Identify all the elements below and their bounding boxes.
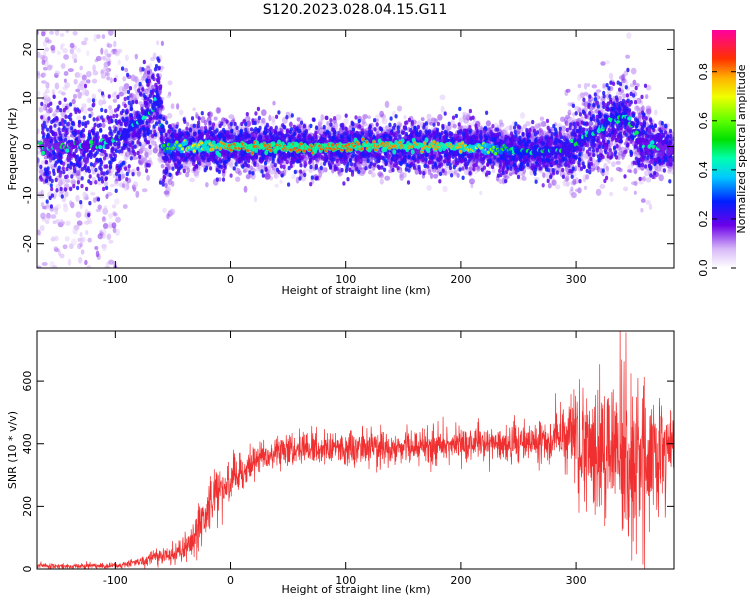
colorbar-tick-label: 0.2 — [697, 210, 710, 228]
snr-y-ticks: 0 200 400 600 — [21, 371, 674, 573]
x-tick-label: 300 — [566, 273, 587, 286]
spectrogram-x-label: Height of straight line (km) — [281, 284, 430, 297]
y-tick-label: -10 — [21, 186, 34, 204]
x-tick-label: 300 — [566, 574, 587, 587]
colorbar-ticks: 0.0 0.2 0.4 0.6 0.8 — [697, 63, 736, 277]
colorbar-tick-label: 0.8 — [697, 63, 710, 81]
spectrogram-y-ticks: -20 -10 0 10 20 — [21, 42, 674, 253]
colorbar-tick-label: 0.0 — [697, 259, 710, 277]
x-tick-label: -100 — [103, 273, 128, 286]
y-tick-label: 10 — [21, 91, 34, 105]
y-tick-label: 400 — [21, 433, 34, 454]
figure-title: S120.2023.028.04.15.G11 — [263, 2, 448, 18]
spectrogram-x-ticks: -100 0 100 200 300 — [103, 30, 587, 286]
spectrogram-y-label: Frequency (Hz) — [6, 108, 19, 191]
x-tick-label: 0 — [227, 574, 234, 587]
x-tick-label: -100 — [103, 574, 128, 587]
x-tick-label: 200 — [450, 574, 471, 587]
y-tick-label: 600 — [21, 371, 34, 392]
colorbar-label: Normalized spectral amplitude — [735, 64, 748, 233]
y-tick-label: 20 — [21, 42, 34, 56]
snr-panel: -100 0 100 200 300 0 200 400 600 Height of stra… — [6, 330, 675, 596]
snr-frame — [36, 330, 675, 570]
colorbar-tick-label: 0.4 — [697, 161, 710, 179]
snr-x-label: Height of straight line (km) — [281, 583, 430, 596]
y-tick-label: 0 — [21, 143, 34, 150]
colorbar: 0.0 0.2 0.4 0.6 0.8 Normalized spectral ampl… — [697, 30, 748, 277]
y-tick-label: 0 — [21, 566, 34, 573]
spectrogram-image — [37, 30, 674, 268]
y-tick-label: -20 — [21, 235, 34, 253]
y-tick-label: 200 — [21, 496, 34, 517]
x-tick-label: 0 — [227, 273, 234, 286]
colorbar-tick-label: 0.6 — [697, 112, 710, 130]
x-tick-label: 100 — [335, 273, 356, 286]
spectrogram-frame — [36, 29, 675, 269]
x-tick-label: 100 — [335, 574, 356, 587]
snr-series-line — [37, 331, 674, 569]
snr-x-ticks: -100 0 100 200 300 — [103, 331, 587, 587]
x-tick-label: 200 — [450, 273, 471, 286]
snr-y-label: SNR (10 * v/v) — [6, 411, 19, 489]
colorbar-gradient — [712, 30, 736, 268]
